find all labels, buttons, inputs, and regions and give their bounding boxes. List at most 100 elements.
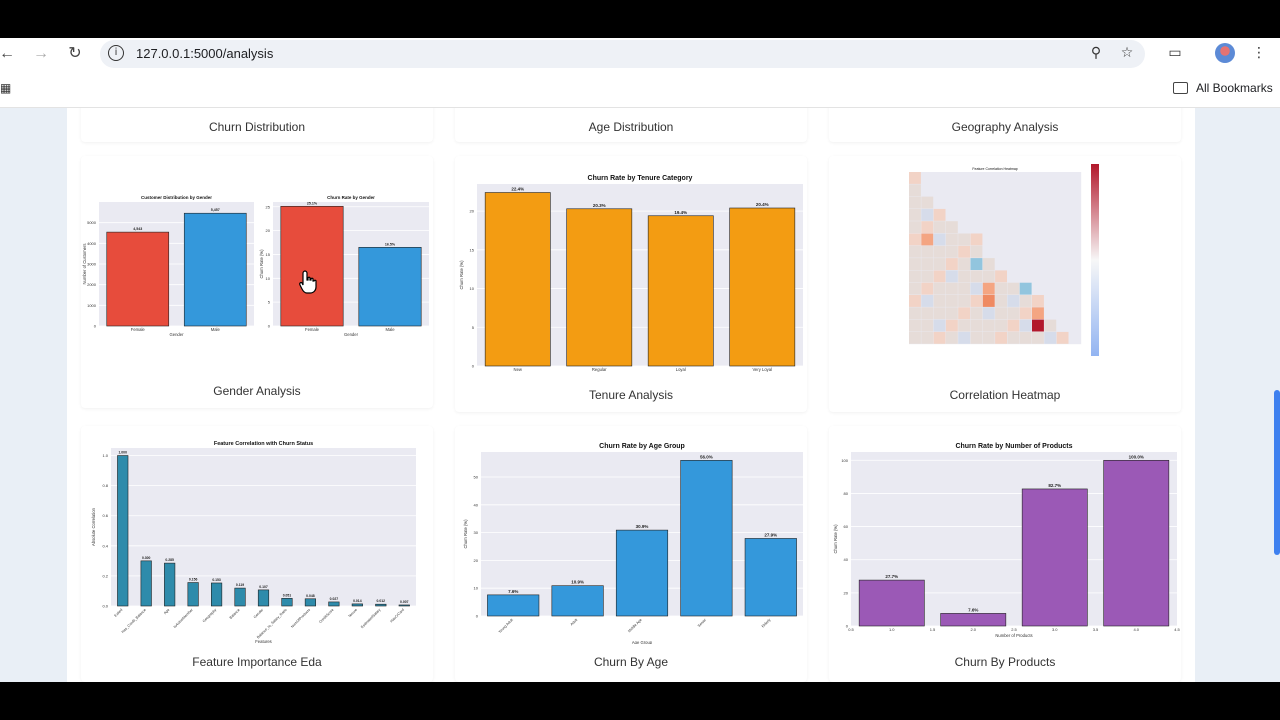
extensions-icon[interactable]: ▭: [1168, 45, 1182, 61]
heatmap-cell: [958, 270, 971, 283]
url-text[interactable]: 127.0.0.1:5000/analysis: [136, 46, 274, 61]
age-chart-svg: 0 10 20 30 40 50 7.6% Young Adult 10.9% Adult 30.9…: [463, 443, 803, 644]
data-label: 82.7%: [1048, 483, 1061, 488]
scrollbar-thumb[interactable]: [1274, 390, 1280, 555]
site-info-icon[interactable]: i: [108, 45, 124, 61]
heatmap-cell: [921, 233, 934, 246]
analysis-panel: Churn Distribution Age Distribution Geog…: [67, 108, 1195, 682]
heatmap-cell: [970, 270, 983, 283]
heatmap-cell: [933, 319, 946, 332]
correlation-chart[interactable]: Feature Correlation Heatmap: [885, 162, 1125, 377]
heatmap-cell: [982, 245, 995, 258]
x-tick-label: CreditScore: [318, 608, 334, 624]
bar: [281, 598, 293, 607]
chart-title: Churn Rate by Gender: [327, 195, 375, 200]
page-content: Churn Distribution Age Distribution Geog…: [0, 108, 1280, 682]
card-title: Tenure Analysis: [588, 388, 674, 402]
y-axis-label: Churn Rate (%): [463, 519, 468, 549]
y-tick-label: 80: [844, 491, 849, 496]
y-tick-label: 1.0: [102, 453, 108, 458]
x-tick-label: Female: [305, 327, 320, 332]
heatmap-cell: [933, 233, 946, 246]
bar: [164, 562, 176, 607]
apps-grid-icon[interactable]: ▦: [0, 81, 12, 95]
card-title: Feature Importance Eda: [192, 655, 322, 669]
y-tick-label: 60: [844, 524, 849, 529]
bar: [280, 205, 344, 327]
x-axis-label: Gender: [170, 332, 185, 337]
y-tick-label: 5000: [87, 220, 97, 225]
x-tick-label: NumOfProducts: [290, 608, 311, 629]
gender-chart[interactable]: 0 1000 2000 3000 4000 5000 4,543 Female 5,457 Mal…: [81, 190, 433, 340]
x-tick-label: Tenure: [347, 608, 358, 619]
heatmap-cell: [970, 295, 983, 307]
x-tick-label: 3.0: [1052, 627, 1058, 632]
data-label: 0.014: [353, 599, 362, 603]
y-tick-label: 10: [266, 276, 271, 281]
heatmap-cell: [958, 258, 971, 270]
heatmap-cell: [933, 196, 946, 209]
x-tick-label: 1.0: [889, 627, 895, 632]
x-tick-label: Loyal: [676, 367, 686, 372]
data-label: 16.5%: [385, 242, 396, 246]
chart-title: Churn Rate by Tenure Category: [588, 175, 693, 182]
x-tick-label: Geography: [202, 608, 218, 624]
card-age-distribution: Age Distribution: [455, 108, 807, 142]
data-label: 7.6%: [508, 589, 518, 594]
card-title: Churn Distribution: [208, 120, 306, 134]
heatmap-cell: [909, 295, 921, 307]
y-tick-label: 40: [474, 502, 479, 507]
heatmap-cell: [933, 221, 946, 234]
card-churn-by-age: 0 10 20 30 40 50 7.6% Young Adult 10.9% Adult 30.9…: [455, 426, 807, 682]
heatmap-cell: [909, 319, 921, 332]
heatmap-cell: [970, 245, 983, 258]
heatmap-cell: [909, 208, 921, 221]
x-tick-label: 4.0: [1133, 627, 1139, 632]
feature-chart[interactable]: 0.0 0.2 0.4 0.6 0.8 1.0 1.000 Exited 0.300 Has_Cr…: [81, 432, 433, 644]
heatmap-cell: [1044, 319, 1057, 332]
age-chart[interactable]: 0 10 20 30 40 50 7.6% Young Adult 10.9% Adult 30.9…: [455, 432, 807, 644]
x-tick-label: Age: [163, 608, 170, 615]
address-bar[interactable]: [100, 40, 1145, 68]
products-chart[interactable]: 0 20 40 60 80 100 0.5 1.0 1.5 2.0 2.5 3.0 3.5 4.0 4.5 2…: [829, 432, 1181, 644]
heatmap-cell: [945, 258, 958, 270]
heatmap-cell: [909, 282, 921, 295]
heatmap-cell: [970, 282, 983, 295]
x-tick-label: IsActiveMember: [173, 607, 195, 629]
menu-kebab-icon[interactable]: ⋮: [1252, 45, 1266, 61]
y-tick-label: 20: [844, 590, 849, 595]
all-bookmarks-label[interactable]: All Bookmarks: [1196, 81, 1273, 95]
x-tick-label: Elderly: [761, 618, 772, 629]
x-tick-label: 3.5: [1093, 627, 1099, 632]
zoom-icon[interactable]: ⚲: [1090, 45, 1102, 61]
data-label: 4,543: [133, 227, 142, 231]
heatmap-cell: [970, 319, 983, 332]
back-arrow-icon[interactable]: ←: [0, 45, 15, 62]
feature-chart-svg: 0.0 0.2 0.4 0.6 0.8 1.0 1.000 Exited 0.300 Has_Cr…: [91, 441, 416, 644]
heatmap-cell: [921, 196, 934, 209]
profile-avatar[interactable]: [1215, 43, 1235, 63]
tenure-chart[interactable]: 0 5 10 15 20 22.4% New 20.3% Regular 19.4% Loyal 20…: [455, 166, 807, 376]
x-tick-label: Male: [211, 327, 221, 332]
forward-arrow-icon[interactable]: →: [33, 45, 49, 62]
bookmark-star-icon[interactable]: ☆: [1120, 45, 1134, 61]
card-tenure-analysis: 0 5 10 15 20 22.4% New 20.3% Regular 19.4% Loyal 20…: [455, 156, 807, 412]
y-tick-label: 15: [470, 247, 475, 252]
heatmap-cell: [909, 172, 921, 184]
heatmap-cell: [970, 331, 983, 344]
reload-icon[interactable]: ↻: [68, 45, 82, 62]
top-black-bar: [0, 0, 1280, 38]
data-label: 0.153: [212, 578, 221, 582]
heatmap-cell: [1007, 270, 1020, 283]
chart-title: Churn Rate by Age Group: [599, 443, 685, 450]
card-churn-by-products: 0 20 40 60 80 100 0.5 1.0 1.5 2.0 2.5 3.0 3.5 4.0 4.5 2…: [829, 426, 1181, 682]
card-gender-analysis: 0 1000 2000 3000 4000 5000 4,543 Female 5,457 Mal…: [81, 156, 433, 408]
card-churn-distribution: Churn Distribution: [81, 108, 433, 142]
bar: [680, 460, 733, 617]
bar: [1021, 488, 1088, 627]
y-tick-label: 10: [470, 286, 475, 291]
y-tick-label: 0.6: [102, 513, 108, 518]
heatmap-cell: [995, 282, 1007, 295]
y-tick-label: 0.2: [102, 573, 108, 578]
x-tick-label: 4.5: [1174, 627, 1180, 632]
